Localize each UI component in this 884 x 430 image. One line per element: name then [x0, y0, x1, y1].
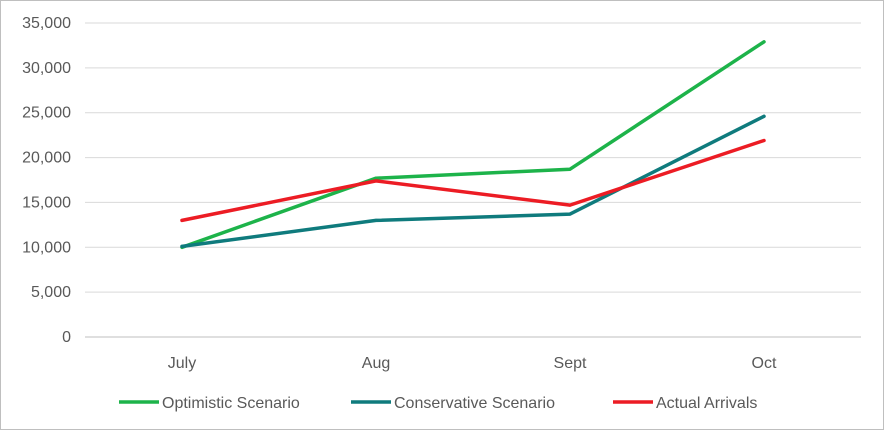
legend-label: Actual Arrivals: [656, 395, 757, 412]
data-point: [568, 203, 572, 207]
x-tick-label: Oct: [752, 355, 777, 372]
series-line-optimistic-scenario: [180, 40, 766, 250]
series-lines: [180, 40, 766, 250]
data-point: [180, 218, 184, 222]
x-axis-tick-labels: July Aug Sept Oct: [168, 355, 777, 372]
y-tick-label: 5,000: [31, 284, 71, 301]
y-tick-label: 0: [62, 329, 71, 346]
x-tick-label: Sept: [554, 355, 587, 372]
data-point: [568, 212, 572, 216]
data-point: [374, 176, 378, 180]
y-tick-label: 20,000: [22, 150, 71, 167]
y-tick-label: 15,000: [22, 194, 71, 211]
series-line-actual-arrivals: [180, 138, 766, 223]
legend: Optimistic Scenario Conservative Scenario…: [119, 395, 757, 412]
y-tick-label: 30,000: [22, 60, 71, 77]
y-axis-tick-labels: 0 5,000 10,000 15,000 20,000 25,000 30,000 35,0…: [22, 15, 71, 346]
data-point: [374, 179, 378, 183]
data-point: [180, 244, 184, 248]
gridlines: [85, 22, 861, 338]
x-tick-label: Aug: [362, 355, 390, 372]
data-point: [762, 114, 766, 118]
series-line-conservative-scenario: [180, 114, 766, 249]
data-point: [374, 218, 378, 222]
data-point: [762, 40, 766, 44]
y-tick-label: 35,000: [22, 15, 71, 32]
legend-label: Optimistic Scenario: [162, 395, 300, 412]
y-tick-label: 25,000: [22, 105, 71, 122]
y-tick-label: 10,000: [22, 239, 71, 256]
x-tick-label: July: [168, 355, 196, 372]
legend-label: Conservative Scenario: [394, 395, 555, 412]
data-point: [568, 167, 572, 171]
data-point: [762, 139, 766, 143]
